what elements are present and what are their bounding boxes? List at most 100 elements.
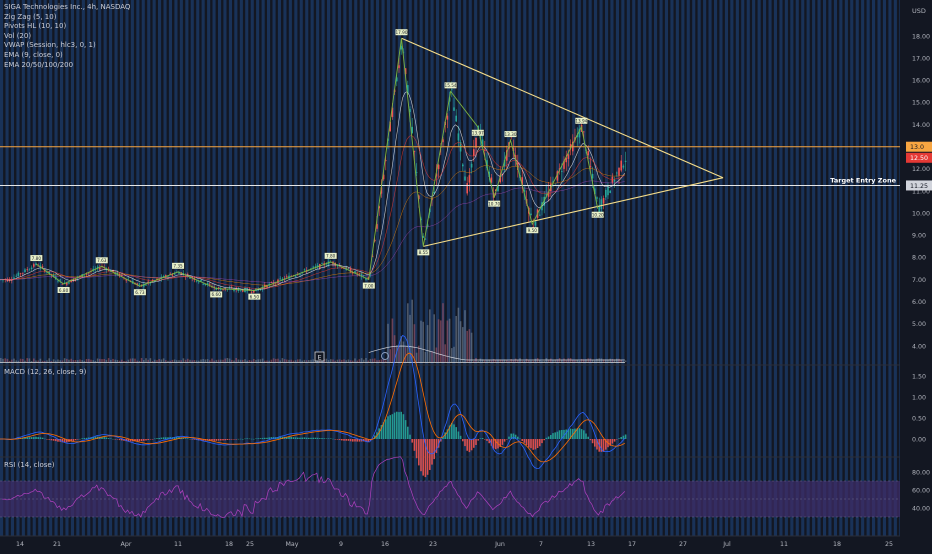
indicator-volume[interactable]: Vol (20) [4,31,32,40]
macd-histogram-bar [112,438,114,440]
macd-histogram-bar [303,437,306,439]
volume-bar [446,320,449,362]
stripe [228,0,232,536]
rsi-axis-tick: 60.00 [912,487,930,494]
volume-bar [259,359,262,362]
pivot-label-text: 6.60 [212,292,222,297]
ema-line-20 [0,135,625,289]
dividend-marker [381,352,389,360]
candle-body [565,157,567,163]
volume-bar [580,358,583,362]
pivot-labels: 7.80 6.80 7.63 6.73 7.35 6.60 6.50 7.80 7.00 17.9… [30,29,604,300]
volume-bar [244,359,246,362]
volume-bar [211,358,213,362]
candle-body [486,160,488,169]
stripe [196,0,200,536]
stripe [43,0,47,536]
stripe [474,0,478,536]
macd-histogram-bar [279,436,281,439]
candle-body [220,288,222,291]
macd-histogram-bar [55,439,57,442]
macd-histogram-bar [550,435,552,439]
macd-histogram-bar [499,439,501,447]
macd-axis-tick: 1.00 [912,394,926,401]
price-axis-tick: 11.00 [912,188,930,195]
stripe [566,0,570,536]
volume-bar [30,361,33,362]
volume-bar [66,358,68,362]
stripe [539,0,543,536]
indicator-ema-ribbon[interactable]: EMA 20/50/100/200 [4,60,74,69]
macd-histogram-bar [250,438,253,440]
macd-histogram-bar [52,439,55,441]
volume-bar [574,360,576,362]
stripe [872,0,876,536]
macd-histogram-bar [63,439,66,443]
macd-histogram-bar [72,439,75,441]
macd-histogram-bar [330,438,332,439]
pivot-label-text: 7.63 [97,258,107,263]
macd-histogram-bar [297,437,299,439]
price-axis-background [900,0,932,550]
volume-bar [448,318,451,362]
volume-bar [297,359,299,362]
indicator-vwap[interactable]: VWAP (Session, hlc3, 0, 1) [4,41,96,50]
stripe [81,0,85,536]
stripe [60,0,64,536]
macd-pane-label[interactable]: MACD (12, 26, close, 9) [4,368,87,376]
macd-histogram-bar [407,426,409,439]
volume-bar [622,361,625,362]
candle-body [556,171,559,181]
volume-bar [389,349,391,362]
symbol-title[interactable]: SIGA Technologies Inc., 4h, NASDAQ [4,3,131,11]
volume-bar [114,359,116,362]
candle-body [17,272,20,276]
volume-bar [92,360,94,362]
macd-histogram-bar [48,439,50,440]
macd-histogram-bar [235,439,237,440]
candle-body [391,107,394,117]
candle-body [61,283,64,285]
macd-histogram-bar [451,423,453,439]
stripe [659,0,663,536]
macd-histogram-bar [77,439,79,440]
macd-histogram-bar [121,439,123,441]
volume-bar [400,336,402,362]
macd-histogram-bar [534,439,537,450]
stripe [512,0,516,536]
stripe [746,0,750,536]
volume-bar [85,359,88,362]
price-axis-tick: 12.00 [912,166,930,173]
candle-body [367,277,369,279]
macd-histogram-bar [228,439,231,440]
stripe [136,0,140,536]
volume-bar [380,359,383,362]
indicator-zigzag[interactable]: Zig Zag (5, 10) [4,12,57,21]
volume-bar [506,360,508,362]
volume-bar [264,360,266,362]
macd-histogram-bar [253,438,255,440]
macd-histogram-bar [605,439,607,450]
indicator-pivots[interactable]: Pivots HL (10, 10) [4,22,67,31]
volume-bar [0,358,2,362]
macd-histogram-bar [530,439,532,449]
macd-histogram-bar [191,439,193,440]
volume-bar [393,335,396,362]
macd-histogram-bar [319,438,321,439]
volume-bar [404,347,407,362]
macd-histogram-bar [74,439,77,441]
stripe [724,0,728,536]
macd-histogram-bar [44,438,46,440]
volume-bar [121,359,123,362]
indicator-ema9[interactable]: EMA (9, close, 0) [4,50,63,59]
candle-body [33,264,35,267]
stripe [261,0,265,536]
volume-bar [303,359,306,362]
volume-bar [521,360,523,362]
candle-body [57,280,59,282]
volume-bar [490,360,493,362]
rsi-pane-label[interactable]: RSI (14, close) [4,461,55,469]
stripe [675,0,679,536]
